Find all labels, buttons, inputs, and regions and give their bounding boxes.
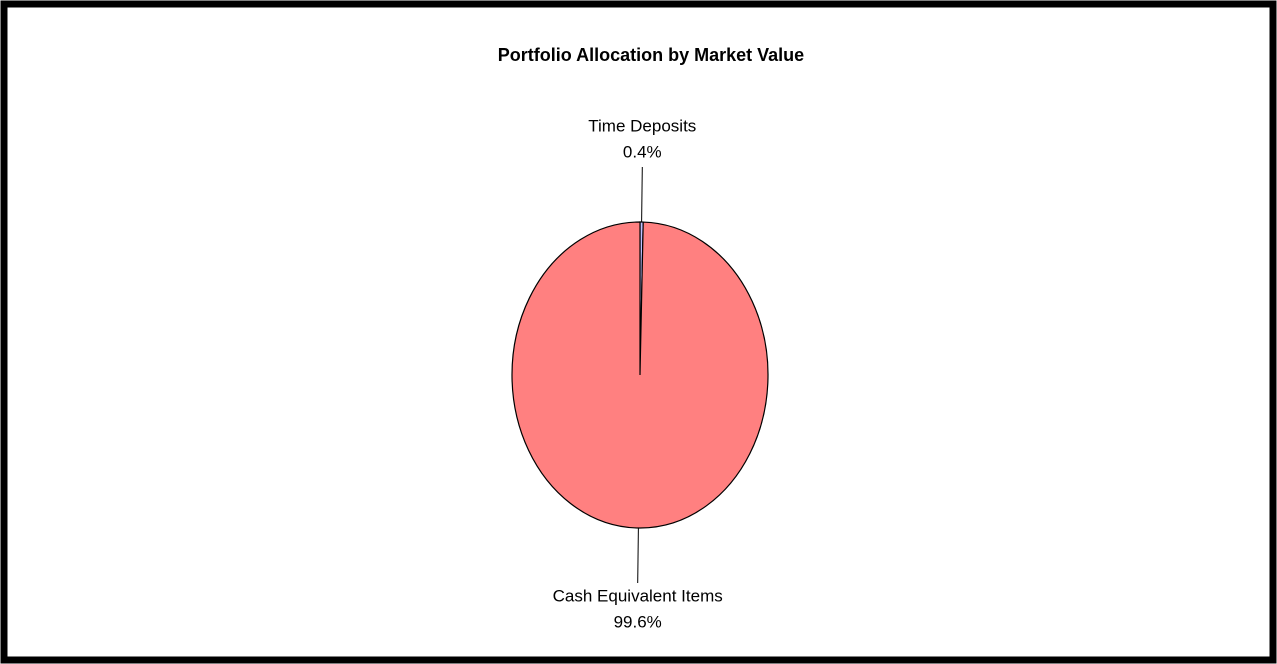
slice-label: Time Deposits bbox=[588, 117, 696, 136]
slice-value-label: 0.4% bbox=[623, 143, 662, 162]
slice-value-label: 99.6% bbox=[614, 612, 662, 631]
chart-title: Portfolio Allocation by Market Value bbox=[498, 45, 804, 65]
leader-line bbox=[641, 167, 643, 223]
slice-label: Cash Equivalent Items bbox=[553, 586, 723, 605]
leader-line bbox=[637, 527, 639, 583]
pie-slice bbox=[511, 221, 769, 529]
